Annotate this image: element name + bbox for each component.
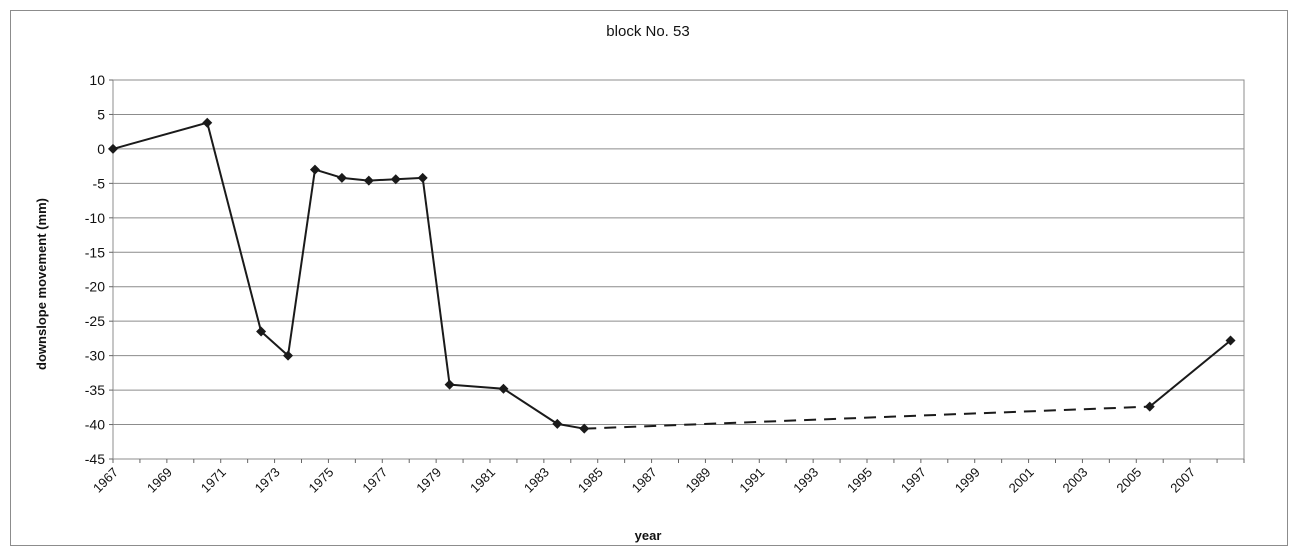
y-tick-label: -15 bbox=[85, 244, 105, 260]
series-segment bbox=[206, 122, 263, 332]
x-tick-label: 1981 bbox=[467, 465, 498, 496]
data-point-marker bbox=[444, 379, 455, 390]
x-tick-label: 1975 bbox=[305, 465, 336, 496]
x-tick-label: 1989 bbox=[682, 465, 713, 496]
y-tick-label: -45 bbox=[85, 451, 105, 467]
data-point-marker bbox=[1225, 335, 1236, 346]
data-point-marker bbox=[336, 172, 347, 183]
x-tick-label: 1995 bbox=[844, 465, 875, 496]
data-point-marker bbox=[309, 164, 320, 175]
x-tick-label: 1987 bbox=[629, 465, 660, 496]
y-tick-label: -30 bbox=[85, 348, 105, 364]
series-segment-dashed bbox=[584, 405, 1150, 430]
chart-frame bbox=[10, 10, 1288, 546]
data-point-marker bbox=[363, 175, 374, 186]
series-segment bbox=[502, 387, 558, 425]
x-tick-label: 1985 bbox=[575, 465, 606, 496]
x-tick-label: 1991 bbox=[736, 465, 767, 496]
x-tick-label: 1999 bbox=[952, 465, 983, 496]
data-point-marker bbox=[283, 350, 294, 361]
data-point-marker bbox=[202, 117, 213, 128]
x-tick-label: 2003 bbox=[1059, 465, 1090, 496]
y-tick-label: 0 bbox=[97, 141, 105, 157]
y-axis-label: downslope movement (mm) bbox=[34, 198, 49, 370]
data-point-marker bbox=[579, 423, 590, 434]
data-point-marker bbox=[1144, 401, 1155, 412]
x-tick-label: 2001 bbox=[1006, 465, 1037, 496]
series-segment bbox=[557, 422, 585, 430]
y-tick-label: -10 bbox=[85, 210, 105, 226]
x-tick-label: 1997 bbox=[898, 465, 929, 496]
data-point-marker bbox=[256, 326, 267, 337]
series-segment bbox=[112, 121, 208, 150]
series-segment bbox=[449, 383, 504, 390]
data-point-marker bbox=[417, 172, 428, 183]
y-tick-label: -25 bbox=[85, 313, 105, 329]
x-tick-label: 2005 bbox=[1113, 465, 1144, 496]
data-point-marker bbox=[498, 383, 509, 394]
x-tick-label: 1973 bbox=[252, 465, 283, 496]
x-tick-label: 1969 bbox=[144, 465, 175, 496]
series-segment bbox=[421, 177, 451, 385]
x-tick-label: 1977 bbox=[359, 465, 390, 496]
x-tick-label: 1979 bbox=[413, 465, 444, 496]
x-tick-label: 1971 bbox=[198, 465, 229, 496]
x-tick-label: 1993 bbox=[790, 465, 821, 496]
x-tick-label: 1967 bbox=[90, 465, 121, 496]
data-point-marker bbox=[390, 174, 401, 185]
series-segment bbox=[287, 169, 316, 356]
y-tick-label: 10 bbox=[89, 72, 105, 88]
plot-border bbox=[112, 79, 1245, 460]
x-axis-label: year bbox=[635, 528, 662, 543]
x-tick-label: 1983 bbox=[521, 465, 552, 496]
series-segment bbox=[1149, 339, 1232, 408]
series-segment bbox=[314, 168, 343, 179]
y-tick-label: 5 bbox=[97, 106, 105, 122]
y-tick-label: -5 bbox=[93, 175, 106, 191]
y-tick-label: -35 bbox=[85, 382, 105, 398]
chart-title: block No. 53 bbox=[606, 23, 689, 40]
series-segment bbox=[260, 330, 289, 357]
y-tick-label: -40 bbox=[85, 417, 105, 433]
data-point-marker bbox=[108, 143, 118, 154]
y-tick-label: -20 bbox=[85, 279, 105, 295]
x-tick-label: 2007 bbox=[1167, 465, 1198, 496]
data-point-marker bbox=[552, 418, 563, 429]
